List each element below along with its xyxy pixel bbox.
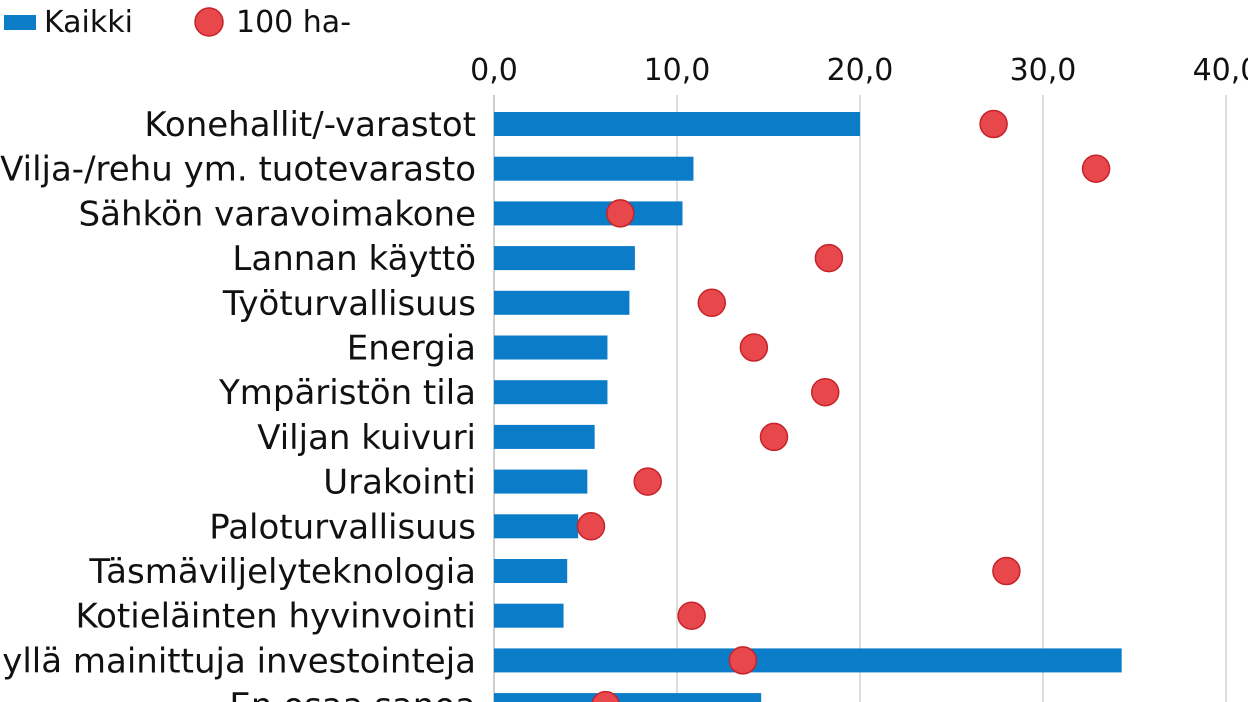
x-tick-label: 0,0 xyxy=(470,53,518,88)
bar-kaikki xyxy=(494,380,608,405)
category-label: Viljan kuivuri xyxy=(257,418,476,458)
dot-100ha xyxy=(677,601,706,630)
dot-100ha xyxy=(979,109,1008,139)
category-label: Sähkön varavoimakone xyxy=(79,194,476,234)
category-label: Täsmäviljelyteknologia xyxy=(88,552,476,592)
bar-kaikki xyxy=(494,514,579,539)
dot-100ha xyxy=(697,288,727,318)
legend-kaikki-label: Kaikki xyxy=(44,5,133,40)
bar-kaikki xyxy=(494,469,588,494)
category-label: Kotieläinten hyvinvointi xyxy=(76,597,476,637)
category-label: En osaa sanoa xyxy=(229,686,476,702)
gridlines xyxy=(493,95,1227,702)
dot-100ha xyxy=(810,377,840,407)
y-axis-category-labels: Konehallit/-varastot Vilja-/rehu ym. tuot… xyxy=(0,105,476,702)
dot-100ha xyxy=(814,243,844,273)
bar-kaikki xyxy=(494,559,568,583)
x-tick-label: 20,0 xyxy=(827,53,894,88)
bar-kaikki xyxy=(494,246,635,271)
category-label: Konehallit/-varastot xyxy=(144,105,476,145)
x-tick-label: 10,0 xyxy=(644,53,711,88)
dot-100ha xyxy=(1081,154,1111,183)
legend-kaikki-swatch xyxy=(4,15,36,30)
legend-100ha-swatch xyxy=(194,7,224,37)
bar-kaikki xyxy=(494,603,564,628)
x-tick-label: 40,0 xyxy=(1193,53,1248,88)
100ha-dots xyxy=(576,109,1111,702)
category-label: Ympäristön tila xyxy=(218,373,476,413)
bar-kaikki xyxy=(494,112,860,136)
category-label: Energia xyxy=(347,329,476,369)
bar-kaikki xyxy=(494,335,608,360)
x-tick-label: 30,0 xyxy=(1010,53,1077,88)
dot-100ha xyxy=(728,646,758,675)
dot-100ha xyxy=(992,556,1021,586)
category-label: Vilja-/rehu ym. tuotevarasto xyxy=(0,150,476,190)
bar-kaikki xyxy=(494,648,1122,673)
dot-100ha xyxy=(633,467,662,496)
dot-100ha xyxy=(591,690,620,702)
bar-kaikki xyxy=(494,424,595,449)
chart-legend: Kaikki 100 ha- xyxy=(4,5,351,40)
dot-100ha xyxy=(606,199,635,228)
bar-kaikki xyxy=(494,156,694,181)
bar-kaikki xyxy=(494,290,630,315)
category-label: Urakointi xyxy=(323,463,476,503)
kaikki-bars xyxy=(494,112,1122,702)
x-axis-tick-labels: 0,0 10,0 20,0 30,0 40,0 xyxy=(470,53,1248,88)
category-label: Ei yllä mainittuja investointeja xyxy=(0,641,476,681)
bar-kaikki xyxy=(494,693,762,702)
dot-100ha xyxy=(759,422,789,452)
legend-100ha-label: 100 ha- xyxy=(236,5,351,40)
category-label: Työturvallisuus xyxy=(222,284,476,324)
bar-kaikki xyxy=(494,201,683,226)
dot-100ha xyxy=(739,333,769,362)
category-label: Paloturvallisuus xyxy=(209,507,476,547)
dot-100ha xyxy=(576,512,606,541)
category-label: Lannan käyttö xyxy=(232,239,476,279)
